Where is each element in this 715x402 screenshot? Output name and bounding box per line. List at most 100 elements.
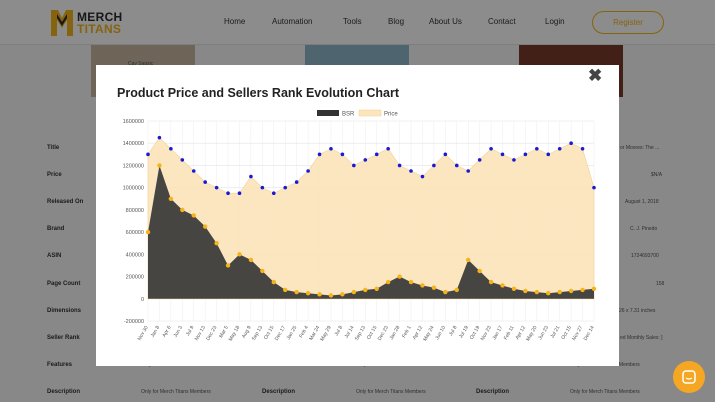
bsr-point: [260, 268, 265, 274]
y-tick-label: 1400000: [123, 141, 144, 147]
nav-blog[interactable]: Blog: [388, 17, 405, 26]
price-point: [283, 185, 288, 190]
label-page-count: Page Count: [47, 281, 81, 287]
x-tick-label: Jun 10: [434, 325, 447, 341]
x-tick-label: Jan 8: [150, 325, 161, 339]
bsr-point: [305, 291, 311, 296]
price-point: [317, 152, 322, 157]
y-tick-label: 600000: [126, 230, 144, 236]
image-caption: Cay Sagsic: [128, 61, 154, 67]
label-released-on: Released On: [47, 199, 84, 205]
value-released-on: August 1, 2018: [625, 199, 659, 205]
x-tick-label: Jun 23: [537, 325, 550, 341]
price-point: [249, 174, 253, 179]
nav-home[interactable]: Home: [224, 17, 246, 26]
price-point: [169, 146, 173, 151]
bsr-point: [546, 291, 551, 296]
bsr-point: [225, 263, 231, 268]
bsr-point: [180, 207, 185, 213]
brand-line1: MERCH: [77, 10, 123, 24]
brand-line2: TITANS: [77, 22, 122, 36]
bsr-point: [420, 283, 425, 288]
price-point: [523, 152, 528, 157]
nav-contact[interactable]: Contact: [488, 17, 516, 26]
price-rank-chart: 1600000 1400000 1200000 1000000 800000 600000…: [123, 109, 597, 342]
price-point: [237, 191, 242, 196]
bsr-point: [157, 163, 162, 168]
nav-login[interactable]: Login: [545, 17, 565, 26]
x-tick-label: May 18: [228, 325, 242, 342]
bsr-point: [534, 289, 540, 295]
price-point: [214, 185, 219, 190]
x-tick-label: Sep 13: [354, 325, 367, 342]
x-tick-label: May 29: [319, 325, 333, 342]
y-tick-label: 0: [141, 297, 144, 303]
price-point: [271, 191, 276, 196]
bsr-point: [351, 289, 357, 295]
site-header: MERCH TITANS Home Automation Tools Blog …: [0, 0, 715, 45]
bsr-point: [317, 292, 322, 297]
x-tick-label: Jul 8: [448, 325, 459, 337]
price-point: [374, 152, 379, 157]
bsr-point: [488, 279, 494, 285]
bsr-point: [568, 288, 574, 294]
price-point: [592, 185, 596, 190]
brand-logo[interactable]: MERCH TITANS: [51, 9, 141, 37]
value-asin: 1724693700: [631, 253, 659, 259]
bsr-point: [443, 289, 448, 295]
bsr-point: [237, 252, 242, 257]
bsr-point: [283, 287, 288, 293]
bsr-point: [511, 286, 517, 291]
bsr-point: [145, 229, 151, 235]
x-tick-label: Jan 25: [286, 325, 299, 341]
y-tick-label: 1000000: [123, 186, 144, 192]
x-tick-label: May 24: [422, 325, 436, 342]
label-brand: Brand: [47, 226, 65, 232]
legend-label-price: Price: [384, 112, 398, 118]
x-tick-label: Jul 19: [458, 325, 470, 340]
x-tick-label: Feb 1: [401, 325, 413, 339]
register-button[interactable]: Register: [592, 11, 664, 34]
price-point: [477, 158, 482, 162]
label-description: Description: [47, 389, 81, 395]
bsr-point: [363, 287, 368, 293]
price-point: [546, 152, 551, 157]
bsr-point: [477, 268, 482, 274]
x-tick-label: Jul 14: [344, 325, 356, 340]
value-title: or Moores: The ...: [620, 145, 660, 151]
chat-launcher-button[interactable]: [673, 361, 705, 393]
price-point: [500, 152, 505, 157]
price-point: [409, 169, 413, 173]
value-description-col2: Only for Merch Titans Members: [356, 389, 426, 395]
price-point: [512, 158, 516, 162]
legend-swatch-price: [358, 109, 382, 117]
bsr-point: [408, 279, 414, 285]
value-brand: C. J. Pinedo: [630, 226, 658, 232]
close-icon[interactable]: ✖: [588, 66, 603, 85]
x-tick-label: Nov 30: [137, 325, 150, 342]
label-seller-rank: Seller Rank: [47, 335, 80, 341]
label-description-col3: Description: [476, 389, 510, 395]
modal-title: Product Price and Sellers Rank Evolution…: [117, 86, 400, 100]
nav-tools[interactable]: Tools: [343, 17, 362, 26]
price-point: [260, 185, 265, 190]
legend-swatch-bsr: [317, 110, 339, 116]
bsr-point: [385, 279, 391, 285]
price-point: [180, 158, 185, 162]
x-tick-label: Dec 14: [583, 325, 596, 342]
bsr-point: [374, 286, 379, 291]
price-point: [329, 146, 333, 151]
y-tick-label: 1200000: [123, 163, 144, 169]
y-tick-label: 400000: [126, 252, 144, 258]
x-tick-label: Sep 13: [251, 325, 264, 342]
price-point: [306, 169, 310, 173]
nav-automation[interactable]: Automation: [272, 17, 313, 26]
label-title: Title: [47, 145, 60, 151]
x-tick-label: Nov 23: [480, 325, 493, 342]
nav-about-us[interactable]: About Us: [429, 17, 462, 26]
label-price: Price: [47, 172, 62, 178]
x-tick-label: Feb 4: [298, 325, 310, 339]
x-tick-label: Jun 3: [173, 325, 184, 339]
y-tick-label: -200000: [124, 319, 144, 325]
price-point: [454, 163, 459, 168]
